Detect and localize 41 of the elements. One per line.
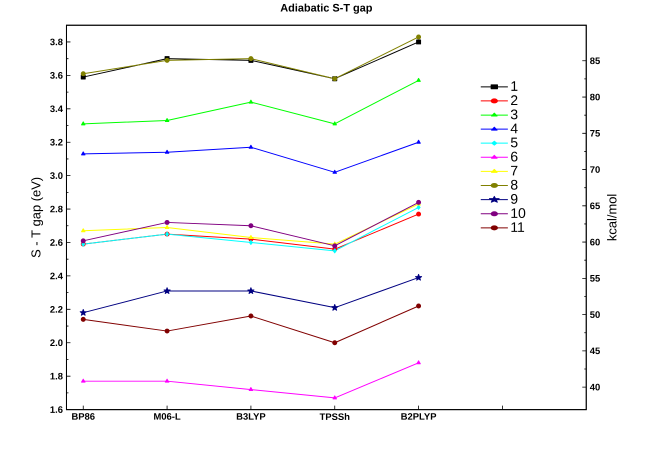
y2-tick-label: 45: [590, 348, 600, 354]
y-tick-label: 2.4: [50, 272, 63, 280]
y2-tick-label: 60: [590, 238, 600, 246]
y-tick-label: 2.0: [50, 339, 63, 346]
legend-label: 5: [510, 138, 518, 148]
y2-tick-label: 75: [590, 130, 600, 137]
y2-tick-label: 40: [590, 384, 600, 390]
x-tick-label: TPSSh: [320, 413, 350, 420]
y-tick-label: 2.6: [50, 239, 63, 246]
y-tick-label: 2.2: [50, 306, 63, 313]
legend-label: 1: [511, 81, 518, 91]
x-tick-label: B2PLYP: [401, 413, 436, 420]
y2-tick-label: 85: [590, 57, 600, 64]
x-tick-label: M06-L: [154, 413, 180, 420]
legend-label: 8: [510, 180, 518, 190]
y2-tick-label: 50: [590, 311, 600, 318]
y-tick-label: 1.6: [50, 406, 63, 413]
chart-title: Adiabatic S-T gap: [280, 4, 372, 14]
y-tick-label: 2.8: [50, 206, 63, 212]
legend-label: 2: [511, 95, 518, 105]
y-tick-label: 3.2: [50, 138, 63, 146]
y2-tick-label: 55: [590, 275, 600, 282]
y-axis-title: S - T gap (eV): [31, 178, 44, 258]
x-tick-label: B3LYP: [236, 413, 266, 420]
y-tick-label: 3.8: [50, 38, 63, 46]
y2-tick-label: 80: [590, 94, 600, 100]
legend-label: 11: [511, 222, 524, 232]
legend-label: 7: [511, 166, 518, 176]
x-tick-label: BP86: [72, 413, 95, 420]
legend-label: 6: [511, 152, 518, 162]
y2-tick-label: 70: [590, 166, 600, 173]
legend-label: 4: [510, 124, 518, 134]
legend-label: 10: [511, 208, 526, 218]
y-tick-label: 3.4: [50, 105, 63, 112]
y2-tick-label: 65: [590, 202, 600, 210]
legend-label: 9: [510, 194, 518, 204]
legend-label: 3: [510, 109, 518, 120]
y-tick-label: 3.0: [50, 172, 63, 179]
y-tick-label: 1.8: [50, 372, 63, 380]
y2-axis-title: kcal/mol: [607, 194, 617, 240]
y-tick-label: 3.6: [50, 72, 63, 79]
